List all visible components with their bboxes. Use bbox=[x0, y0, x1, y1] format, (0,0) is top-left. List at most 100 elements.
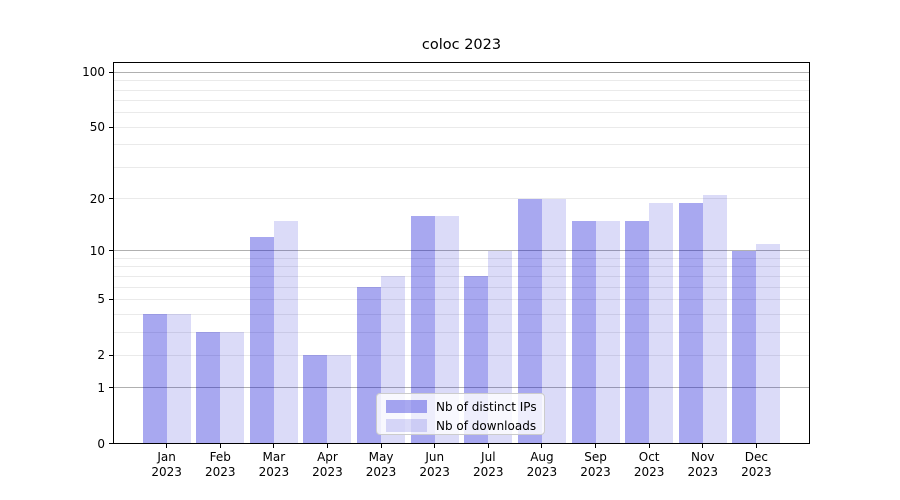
gridline-minor bbox=[113, 313, 810, 315]
x-tick-label: Jul 2023 bbox=[457, 450, 519, 480]
y-tick-label: 5 bbox=[97, 292, 105, 307]
y-tick-mark bbox=[109, 387, 113, 389]
x-tick-month: Jul bbox=[481, 449, 496, 464]
x-tick-mark bbox=[541, 443, 543, 448]
bar-distinct-ips-sep bbox=[571, 220, 596, 444]
x-tick-year: 2023 bbox=[687, 464, 719, 479]
x-tick-mark bbox=[755, 443, 757, 448]
bar-distinct-ips-mar bbox=[249, 237, 274, 444]
y-tick-mark bbox=[109, 198, 113, 200]
y-tick-mark bbox=[109, 298, 113, 300]
y-tick-mark bbox=[109, 71, 113, 73]
x-tick-year: 2023 bbox=[526, 464, 558, 479]
y-tick-label: 1 bbox=[97, 380, 105, 395]
bar-downloads-aug bbox=[541, 198, 566, 444]
x-tick-year: 2023 bbox=[741, 464, 772, 479]
x-tick-month: Oct bbox=[638, 449, 660, 464]
y-tick-label: 100 bbox=[82, 65, 105, 80]
legend-swatch-distinct-ips bbox=[386, 400, 427, 413]
x-tick-mark bbox=[166, 443, 168, 448]
legend-swatch-downloads bbox=[386, 419, 427, 432]
x-tick-year: 2023 bbox=[419, 464, 450, 479]
gridline-minor bbox=[113, 198, 810, 200]
gridline-minor bbox=[113, 266, 810, 268]
gridline-minor bbox=[113, 80, 810, 82]
gridline-minor bbox=[113, 275, 810, 277]
x-tick-mark bbox=[219, 443, 221, 448]
gridline-minor bbox=[113, 331, 810, 333]
gridline-minor bbox=[113, 112, 810, 114]
bar-distinct-ips-feb bbox=[196, 332, 221, 444]
y-tick-label: 0 bbox=[97, 436, 105, 451]
x-tick-month: Aug bbox=[530, 449, 554, 464]
x-tick-label: Sep 2023 bbox=[565, 450, 627, 480]
x-tick-month: Nov bbox=[691, 449, 715, 464]
x-tick-month: Mar bbox=[262, 449, 286, 464]
y-tick-label: 2 bbox=[97, 348, 105, 363]
x-tick-month: Jan bbox=[157, 449, 176, 464]
bar-downloads-dec bbox=[756, 243, 781, 444]
x-tick-label: Jun 2023 bbox=[404, 450, 466, 480]
gridline-minor bbox=[113, 286, 810, 288]
x-tick-year: 2023 bbox=[365, 464, 397, 479]
x-tick-month: Feb bbox=[209, 449, 231, 464]
bar-downloads-feb bbox=[220, 332, 245, 444]
chart-title: coloc 2023 bbox=[421, 37, 502, 53]
x-tick-mark bbox=[434, 443, 436, 448]
gridline-minor bbox=[113, 126, 810, 128]
x-tick-label: Aug 2023 bbox=[511, 450, 573, 480]
legend-row-downloads: Nb of downloads bbox=[377, 416, 544, 435]
x-tick-mark bbox=[273, 443, 275, 448]
x-tick-mark bbox=[380, 443, 382, 448]
x-tick-month: Jun bbox=[425, 449, 445, 464]
gridline-minor bbox=[113, 166, 810, 168]
x-tick-mark bbox=[326, 443, 328, 448]
bar-downloads-sep bbox=[595, 220, 620, 444]
x-tick-label: Nov 2023 bbox=[672, 450, 734, 480]
y-tick-label: 20 bbox=[89, 191, 105, 206]
y-tick-mark bbox=[109, 250, 113, 252]
y-tick-label: 50 bbox=[89, 120, 105, 135]
x-tick-mark bbox=[487, 443, 489, 448]
gridline-minor bbox=[113, 100, 810, 102]
legend-row-distinct-ips: Nb of distinct IPs bbox=[377, 397, 544, 416]
x-tick-year: 2023 bbox=[580, 464, 611, 479]
bar-downloads-apr bbox=[327, 355, 352, 444]
bar-distinct-ips-dec bbox=[732, 250, 757, 444]
x-tick-label: Mar 2023 bbox=[243, 450, 305, 480]
x-tick-year: 2023 bbox=[633, 464, 665, 479]
x-tick-year: 2023 bbox=[151, 464, 182, 479]
x-tick-label: Oct 2023 bbox=[618, 450, 680, 480]
bar-distinct-ips-oct bbox=[625, 220, 650, 444]
y-tick-mark bbox=[109, 354, 113, 356]
gridline-minor bbox=[113, 354, 810, 356]
x-tick-mark bbox=[648, 443, 650, 448]
gridline-major bbox=[113, 250, 810, 252]
bar-downloads-nov bbox=[702, 194, 727, 444]
x-tick-year: 2023 bbox=[204, 464, 236, 479]
gridline-minor bbox=[113, 298, 810, 300]
y-tick-mark bbox=[109, 443, 113, 444]
x-tick-year: 2023 bbox=[258, 464, 290, 479]
bar-downloads-oct bbox=[649, 202, 674, 444]
legend-label-distinct-ips: Nb of distinct IPs bbox=[436, 399, 537, 414]
x-tick-label: Dec 2023 bbox=[725, 450, 787, 480]
x-tick-label: Feb 2023 bbox=[189, 450, 251, 480]
gridline-major bbox=[113, 71, 810, 73]
gridline-minor bbox=[113, 89, 810, 91]
gridline-minor bbox=[113, 144, 810, 146]
bar-downloads-jan bbox=[166, 314, 191, 444]
gridline-minor bbox=[113, 257, 810, 259]
legend-label-downloads: Nb of downloads bbox=[436, 418, 537, 433]
legend: Nb of distinct IPs Nb of downloads bbox=[376, 393, 545, 435]
x-tick-month: Dec bbox=[744, 449, 768, 464]
x-tick-year: 2023 bbox=[312, 464, 343, 479]
x-tick-label: May 2023 bbox=[350, 450, 412, 480]
bar-downloads-mar bbox=[273, 220, 298, 444]
x-tick-mark bbox=[702, 443, 704, 448]
x-tick-month: May bbox=[368, 449, 394, 464]
x-tick-month: Apr bbox=[317, 449, 338, 464]
bar-distinct-ips-jan bbox=[142, 314, 167, 444]
y-tick-label: 10 bbox=[89, 243, 105, 258]
